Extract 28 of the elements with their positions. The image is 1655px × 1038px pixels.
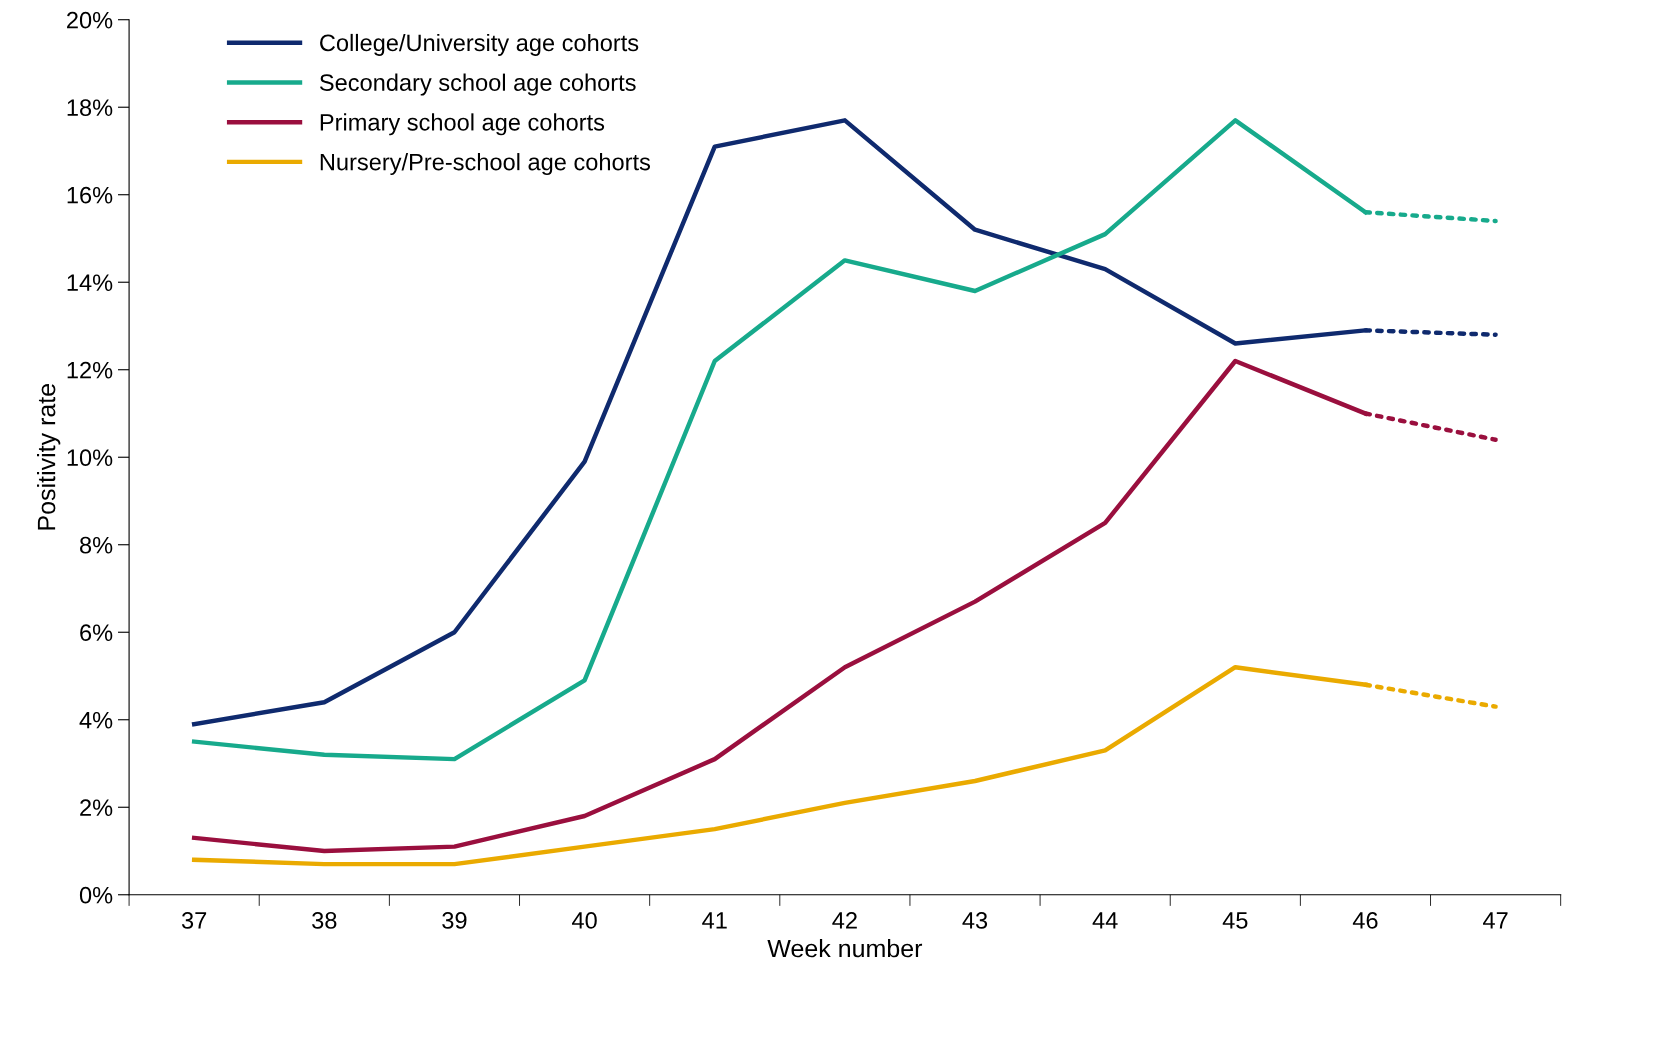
x-tick-label: 42 bbox=[832, 912, 857, 929]
y-tick-label: 10% bbox=[67, 449, 113, 467]
x-tick-label: 40 bbox=[572, 912, 597, 929]
y-tick-label: 6% bbox=[80, 624, 113, 642]
y-tick-label: 18% bbox=[67, 99, 113, 117]
x-tick-label: 43 bbox=[962, 912, 988, 929]
legend-label: College/University age cohorts bbox=[320, 33, 639, 56]
legend-label: Nursery/Pre-school age cohorts bbox=[320, 153, 651, 176]
x-tick-label: 45 bbox=[1222, 912, 1248, 929]
x-tick-label: 47 bbox=[1483, 912, 1508, 929]
y-tick-label: 8% bbox=[80, 536, 113, 554]
x-tick-label: 38 bbox=[312, 912, 337, 929]
y-tick-label: 16% bbox=[67, 186, 113, 204]
y-axis-title: Positivity rate bbox=[37, 384, 61, 530]
x-tick-label: 44 bbox=[1092, 912, 1118, 929]
y-tick-label: 14% bbox=[67, 274, 113, 291]
x-tick-label: 39 bbox=[442, 912, 467, 929]
y-tick-label: 0% bbox=[79, 886, 113, 904]
x-tick-label: 37 bbox=[181, 912, 207, 929]
x-tick-label: 41 bbox=[702, 912, 727, 929]
y-tick-label: 4% bbox=[79, 711, 113, 729]
y-tick-label: 2% bbox=[80, 799, 113, 816]
x-tick-label: 46 bbox=[1352, 912, 1378, 929]
x-axis-title: Week number bbox=[767, 938, 923, 958]
y-tick-label: 12% bbox=[67, 361, 113, 379]
legend-label: Secondary school age cohorts bbox=[319, 73, 636, 96]
y-tick-label: 20% bbox=[67, 11, 113, 29]
legend-label: Primary school age cohorts bbox=[320, 113, 605, 136]
